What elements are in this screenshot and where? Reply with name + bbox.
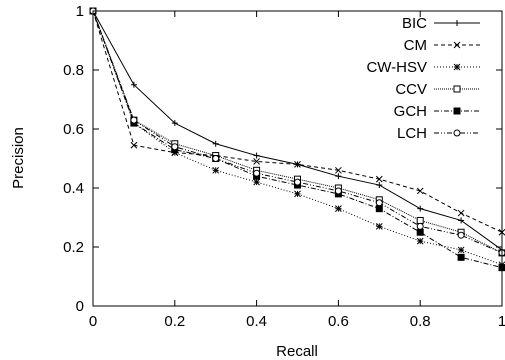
axis-ticks: 0 0.2 0.4 0.6 0.8 1 0 0.2 0.4 0.6 0.8 1	[63, 3, 505, 330]
star-marker	[453, 63, 461, 71]
legend-label-cm: CM	[404, 37, 427, 54]
plus-marker	[376, 182, 383, 189]
x-tick-label: 0.6	[328, 313, 349, 330]
filled-square-marker	[416, 228, 424, 236]
legend-label-ccv: CCV	[395, 81, 427, 98]
open-square-marker	[453, 85, 461, 93]
star-marker	[375, 222, 383, 230]
plus-marker	[253, 152, 260, 159]
star-marker	[253, 178, 260, 186]
star-marker	[416, 237, 424, 245]
open-circle-marker	[375, 199, 383, 207]
cross-marker	[416, 187, 424, 195]
filled-square-marker	[457, 253, 465, 261]
series-line-gch	[92, 10, 503, 269]
y-tick-label: 0.6	[63, 121, 84, 138]
cross-marker	[375, 175, 383, 183]
y-tick-label: 0	[76, 298, 84, 315]
series-line-cw-hsv	[92, 10, 503, 266]
y-tick-label: 0.4	[63, 180, 84, 197]
cross-marker	[130, 141, 138, 149]
series-markers	[89, 7, 505, 272]
legend-label-lch: LCH	[397, 125, 427, 142]
filled-square-marker	[453, 107, 461, 115]
legend-label-bic: BIC	[402, 15, 427, 32]
star-marker	[212, 166, 220, 174]
open-circle-marker	[457, 231, 465, 239]
filled-square-marker	[375, 205, 383, 213]
star-marker	[294, 190, 301, 198]
x-tick-label: 0.8	[410, 313, 431, 330]
x-tick-label: 0.4	[246, 313, 267, 330]
y-tick-label: 0.8	[63, 62, 84, 79]
open-circle-marker	[294, 178, 301, 186]
plus-marker	[417, 205, 424, 212]
star-marker	[457, 246, 465, 254]
y-axis-label: Precision	[10, 127, 27, 189]
x-tick-label: 0.2	[164, 313, 185, 330]
series-line-cm	[92, 10, 503, 233]
plus-marker	[458, 217, 465, 224]
plus-marker	[212, 140, 219, 147]
open-circle-marker	[334, 187, 342, 195]
cross-marker	[294, 161, 301, 168]
cross-marker	[253, 158, 260, 165]
x-tick-label: 1	[498, 313, 505, 330]
open-circle-marker	[453, 129, 461, 137]
legend-label-cw-hsv: CW-HSV	[366, 59, 427, 76]
y-tick-label: 1	[76, 3, 84, 20]
cross-marker	[457, 209, 465, 217]
open-circle-marker	[171, 143, 179, 151]
legend-label-gch: GCH	[394, 103, 427, 120]
plus-marker	[335, 173, 342, 180]
series-line-bic	[92, 10, 503, 251]
plus-marker	[171, 120, 178, 127]
series-line-ccv	[92, 10, 503, 254]
legend: BIC CM CW-HSV CCV GCH LCH	[366, 15, 480, 142]
open-circle-marker	[130, 116, 138, 124]
x-tick-label: 0	[89, 313, 97, 330]
plus-marker	[454, 20, 460, 26]
open-circle-marker	[416, 222, 424, 230]
open-circle-marker	[212, 155, 220, 162]
y-tick-label: 0.2	[63, 239, 84, 256]
cross-marker	[453, 41, 461, 49]
series-lines	[92, 10, 503, 269]
plot-frame	[92, 10, 503, 307]
star-marker	[335, 205, 342, 213]
open-square-marker	[416, 216, 424, 224]
x-axis-label: Recall	[276, 343, 318, 360]
cross-marker	[335, 166, 342, 174]
plus-marker	[130, 81, 137, 88]
open-circle-marker	[253, 169, 261, 177]
